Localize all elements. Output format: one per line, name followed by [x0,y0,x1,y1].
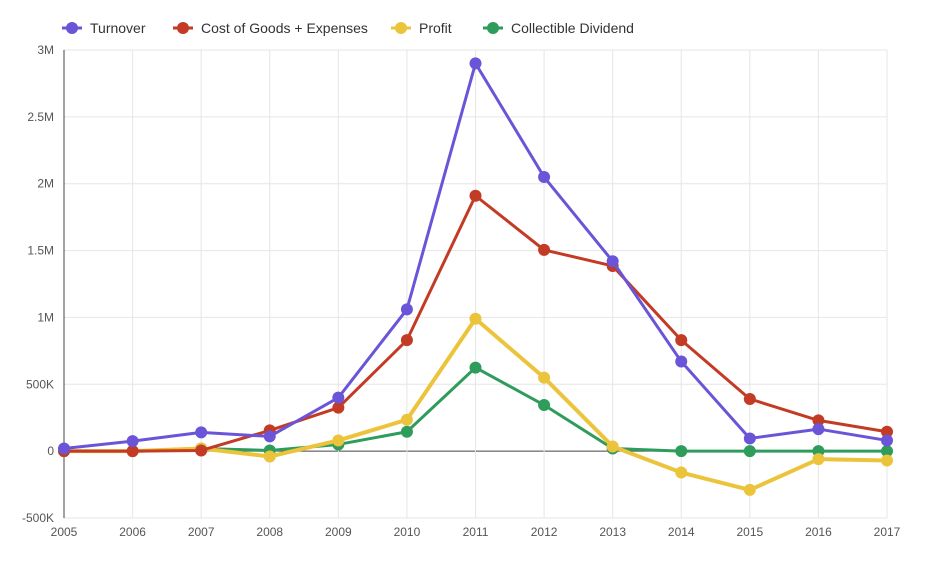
data-point[interactable] [881,434,893,447]
legend-item[interactable]: Collectible Dividend [483,20,634,36]
grid [64,49,888,519]
x-tick-label: 2009 [325,525,352,539]
data-point[interactable] [469,312,482,325]
data-point[interactable] [881,454,893,467]
data-point[interactable] [743,445,756,458]
data-point[interactable] [195,444,208,457]
data-point[interactable] [400,334,413,347]
data-point[interactable] [58,442,70,455]
legend-swatch-dot [66,22,78,34]
x-tick-label: 2008 [256,525,283,539]
legend-item[interactable]: Turnover [62,20,146,36]
x-tick-label: 2016 [805,525,832,539]
data-point[interactable] [606,440,619,453]
y-tick-label: 500K [26,377,54,391]
legend-label: Collectible Dividend [511,20,634,36]
data-point[interactable] [881,425,893,438]
legend-item[interactable]: Cost of Goods + Expenses [173,20,368,36]
legend-swatch-dot [487,22,499,34]
data-point[interactable] [743,432,756,445]
legend-swatch-dot [177,22,189,34]
x-tick-label: 2010 [394,525,421,539]
x-tick-label: 2012 [531,525,558,539]
y-tick-label: 3M [37,43,54,57]
axes: -500K 0 500K 1M 1.5M 2M 2.5M 3M 2005 2006 2007 2008… [22,43,901,539]
data-point[interactable] [263,430,276,443]
data-point[interactable] [743,392,756,405]
data-point[interactable] [538,171,551,184]
y-tick-label: 1.5M [27,244,54,258]
data-point[interactable] [332,401,345,414]
data-point[interactable] [263,450,276,463]
data-point[interactable] [812,453,825,466]
data-point[interactable] [538,399,551,412]
x-tick-label: 2015 [736,525,763,539]
legend-item[interactable]: Profit [391,20,452,36]
y-tick-label: 1M [37,310,54,324]
data-point[interactable] [675,445,688,458]
data-point[interactable] [126,435,139,448]
x-tick-label: 2006 [119,525,146,539]
data-point[interactable] [538,371,551,384]
legend-label: Cost of Goods + Expenses [201,20,368,36]
data-point[interactable] [675,334,688,347]
data-point[interactable] [400,425,413,438]
x-tick-label: 2017 [874,525,901,539]
data-point[interactable] [400,303,413,316]
y-tick-label: 0 [47,444,54,458]
data-point[interactable] [812,423,825,436]
x-tick-label: 2007 [188,525,215,539]
series-cost-of-goods-expenses [58,189,893,458]
data-point[interactable] [195,426,208,439]
data-point[interactable] [400,413,413,426]
legend: Turnover Cost of Goods + Expenses Profit Co… [62,20,634,36]
y-tick-label: 2M [37,177,54,191]
data-point[interactable] [469,57,482,70]
data-point[interactable] [126,445,139,458]
x-tick-label: 2013 [599,525,626,539]
y-tick-label: 2.5M [27,110,54,124]
legend-swatch-dot [395,22,407,34]
data-point[interactable] [675,466,688,479]
data-point[interactable] [469,189,482,202]
data-point[interactable] [332,434,345,447]
series-turnover [58,57,893,455]
data-point[interactable] [469,361,482,374]
x-tick-label: 2014 [668,525,695,539]
data-point[interactable] [812,414,825,427]
data-point[interactable] [332,391,345,404]
data-point[interactable] [743,483,756,496]
legend-label: Profit [419,20,452,36]
legend-label: Turnover [90,20,146,36]
data-point[interactable] [606,255,619,268]
y-tick-label: -500K [22,511,54,525]
data-point[interactable] [675,355,688,368]
series-layer [58,57,893,496]
data-point[interactable] [881,445,893,458]
x-tick-label: 2011 [463,525,489,539]
data-point[interactable] [538,243,551,256]
x-tick-label: 2005 [51,525,78,539]
